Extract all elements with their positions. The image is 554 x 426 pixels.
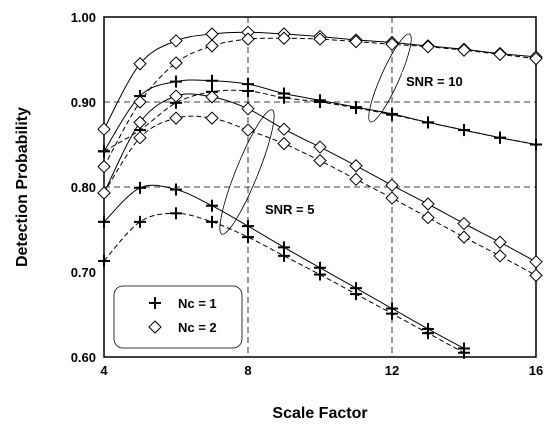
snr10-label-bg [402, 72, 482, 90]
axis-ticks: 4 8 12 16 0.60 0.70 0.80 0.90 1.00 [71, 10, 544, 378]
plus-marker [458, 346, 470, 359]
plus-marker [350, 101, 362, 114]
plus-marker [350, 288, 362, 301]
plus-marker [530, 138, 542, 151]
series-line-7 [103, 115, 537, 276]
diamond-marker [241, 32, 255, 46]
diamond-marker [133, 57, 147, 71]
diamond-marker [421, 197, 435, 211]
y-axis-title: Detection Probability [14, 107, 31, 267]
diamond-marker [385, 37, 399, 51]
snr10-label: SNR = 10 [406, 74, 463, 89]
diamond-marker [241, 123, 255, 137]
plus-marker [458, 124, 470, 137]
legend-box [113, 285, 243, 349]
y-tick-label: 0.60 [71, 350, 96, 365]
plus-marker [386, 307, 398, 320]
plus-marker [98, 215, 110, 228]
x-axis-title: Scale Factor [272, 405, 367, 422]
plus-marker [278, 249, 290, 262]
diamond-marker [421, 40, 435, 54]
plus-marker [278, 91, 290, 104]
legend-label-nc1: Nc = 1 [178, 296, 217, 311]
plus-marker [494, 131, 506, 144]
series-line-5 [103, 212, 465, 354]
diamond-marker [97, 159, 111, 174]
legend-plus-marker [149, 297, 161, 309]
diamond-marker [529, 255, 543, 269]
plus-marker [134, 181, 146, 194]
diamond-marker [349, 159, 363, 173]
diamond-marker [241, 102, 255, 116]
diamond-marker [493, 249, 507, 263]
snr5-group-ellipse [219, 109, 275, 235]
diamond-marker [349, 34, 363, 49]
diamond-marker [277, 31, 291, 45]
diamond-marker [313, 32, 327, 46]
diamond-marker [133, 130, 147, 145]
y-tick-label: 0.90 [71, 95, 96, 110]
diamond-marker [133, 95, 147, 109]
diamond-marker [169, 56, 183, 70]
plus-marker [242, 84, 254, 97]
diamond-marker [133, 115, 147, 130]
plus-marker [170, 207, 182, 220]
legend-diamond-marker [148, 320, 162, 334]
diamond-marker [529, 268, 543, 283]
diamond-marker [457, 230, 471, 244]
diamond-marker [205, 90, 219, 104]
x-tick-label: 16 [529, 363, 543, 378]
plus-marker [206, 199, 218, 212]
y-tick-label: 0.80 [71, 180, 96, 195]
diamond-marker [457, 216, 471, 231]
diamond-marker [529, 51, 543, 66]
diamond-marker [205, 39, 219, 53]
diamond-marker [169, 89, 183, 103]
x-tick-label: 8 [244, 363, 251, 378]
plus-marker [170, 183, 182, 196]
plus-marker [422, 116, 434, 129]
plus-marker [422, 327, 434, 340]
y-tick-label: 1.00 [71, 10, 96, 25]
snr10-group-ellipse [368, 33, 412, 123]
x-tick-label: 4 [100, 363, 108, 378]
series-line-6 [103, 93, 537, 263]
plus-marker [386, 108, 398, 121]
plus-marker [314, 268, 326, 281]
diamond-marker [313, 153, 327, 168]
diamond-marker [169, 34, 183, 48]
legend-label-nc2: Nc = 2 [178, 320, 217, 335]
diamond-marker [97, 186, 111, 200]
diamond-marker [385, 178, 399, 193]
plus-marker [242, 231, 254, 244]
diamond-marker [169, 111, 183, 125]
snr5-label: SNR = 5 [265, 202, 315, 217]
diamond-marker [493, 47, 507, 62]
diamond-marker [349, 172, 363, 187]
plus-marker [98, 254, 110, 267]
x-tick-label: 12 [385, 363, 399, 378]
legend: Nc = 1 Nc = 2 [113, 285, 243, 349]
y-tick-label: 0.70 [71, 265, 96, 280]
plus-marker [170, 75, 182, 88]
snr5-label-bg [261, 200, 327, 218]
diamond-marker [385, 191, 399, 205]
diamond-marker [277, 136, 291, 151]
diamond-marker [457, 43, 471, 57]
plus-marker [314, 96, 326, 108]
plus-marker [242, 220, 254, 233]
diamond-marker [277, 122, 291, 136]
diamond-marker [205, 27, 219, 41]
plus-marker [206, 215, 218, 228]
series-layer [97, 25, 543, 359]
diamond-marker [421, 210, 435, 225]
plus-marker [206, 74, 218, 87]
diamond-marker [97, 122, 111, 136]
plus-marker [134, 215, 146, 228]
diamond-marker [205, 111, 219, 125]
plus-marker [98, 145, 110, 158]
diamond-marker [313, 140, 327, 154]
diamond-marker [493, 235, 507, 249]
